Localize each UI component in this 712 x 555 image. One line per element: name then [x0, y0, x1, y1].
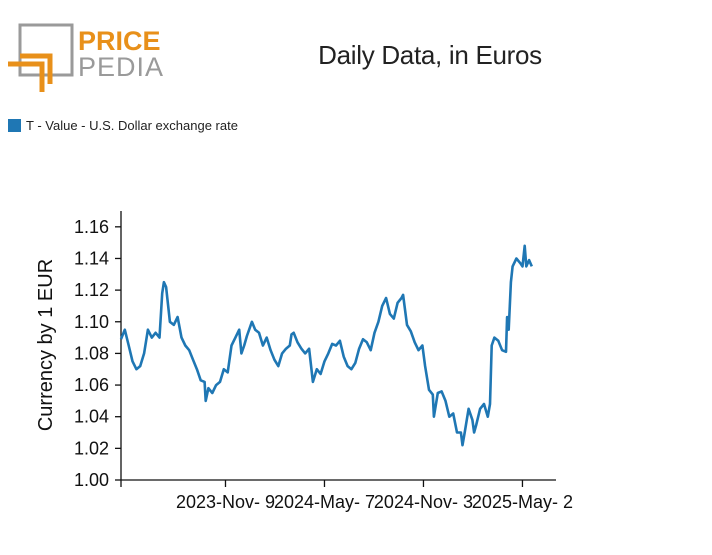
chart-title: Daily Data, in Euros [318, 40, 542, 70]
y-tick-label: 1.12 [74, 280, 109, 300]
x-tick-label: 2023-Nov- 9 [176, 492, 275, 512]
y-tick-label: 1.08 [74, 343, 109, 363]
y-axis-title: Currency by 1 EUR [35, 259, 57, 431]
y-tick-label: 1.14 [74, 248, 109, 268]
logo-frame-grey [18, 23, 74, 77]
x-tick-label: 2024-Nov- 3 [374, 492, 473, 512]
logo-bottom-word: PEDIA [78, 52, 164, 82]
legend-swatch [8, 119, 21, 132]
y-tick-label: 1.00 [74, 470, 109, 490]
logo-corner-outer [8, 61, 45, 92]
pricepedia-logo: PRICE PEDIA [8, 22, 168, 99]
logo-corner-inner [20, 53, 53, 84]
y-tick-label: 1.16 [74, 217, 109, 237]
logo-graphic: PRICE PEDIA [8, 23, 164, 92]
y-tick-label: 1.04 [74, 407, 109, 427]
logo-top-word: PRICE [78, 26, 161, 56]
x-tick-label: 2024-May- 7 [274, 492, 375, 512]
y-tick-label: 1.06 [74, 375, 109, 395]
x-tick-label: 2025-May- 2 [472, 492, 573, 512]
y-axis: 1.00 1.02 1.04 1.06 1.08 1.10 1.12 1.14 1.16 [74, 211, 122, 490]
legend[interactable]: T - Value - U.S. Dollar exchange rate [8, 118, 238, 133]
series-line [119, 244, 533, 447]
y-tick-label: 1.02 [74, 438, 109, 458]
y-tick-label: 1.10 [74, 312, 109, 332]
legend-label: T - Value - U.S. Dollar exchange rate [26, 118, 238, 133]
